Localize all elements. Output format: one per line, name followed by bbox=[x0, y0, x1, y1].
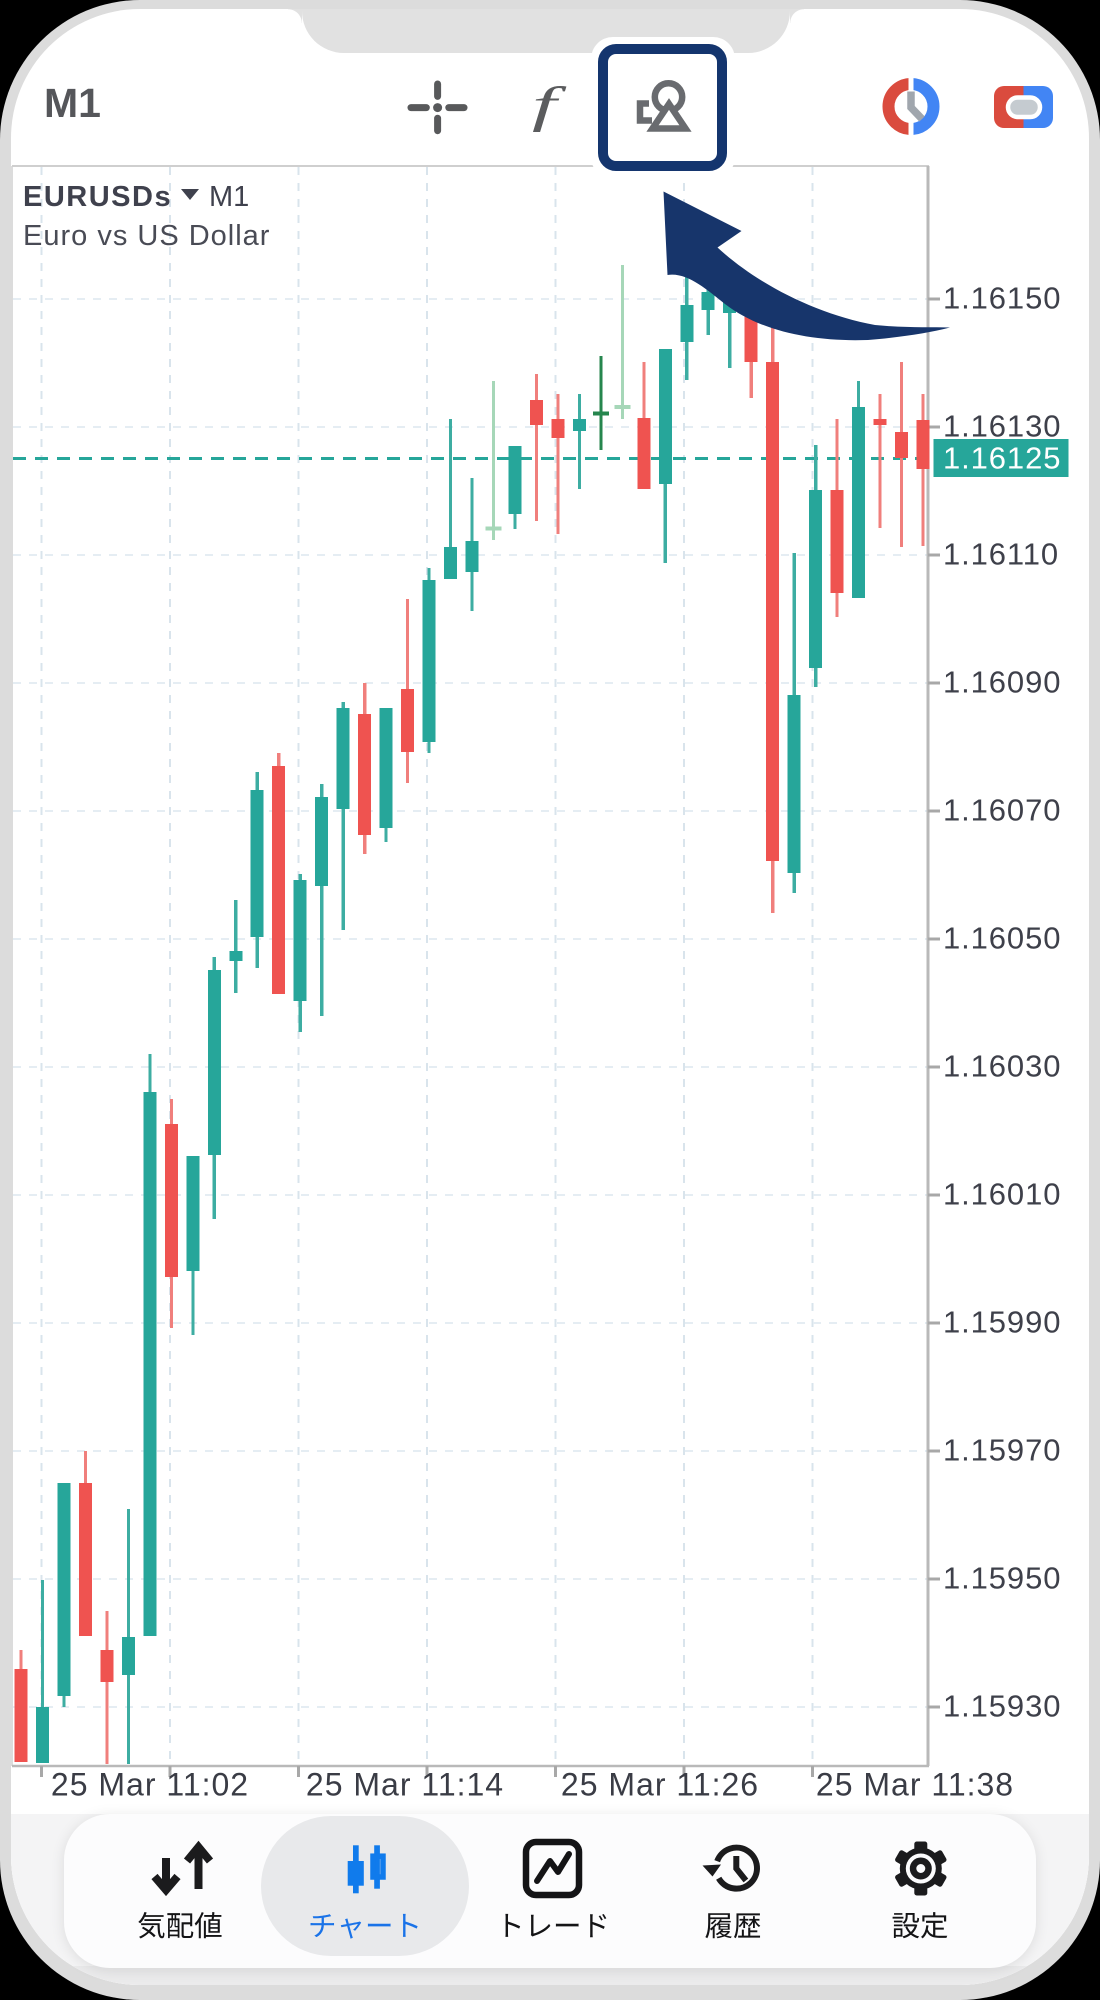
svg-text:1.16070: 1.16070 bbox=[943, 793, 1061, 828]
svg-text:Euro vs US Dollar: Euro vs US Dollar bbox=[23, 220, 270, 252]
svg-text:1.16030: 1.16030 bbox=[943, 1049, 1061, 1084]
svg-text:1.16090: 1.16090 bbox=[943, 665, 1061, 700]
svg-text:25 Mar 11:26: 25 Mar 11:26 bbox=[561, 1767, 759, 1803]
svg-text:EURUSDs: EURUSDs bbox=[23, 181, 172, 213]
svg-text:M1: M1 bbox=[209, 181, 249, 213]
svg-text:1.15990: 1.15990 bbox=[943, 1305, 1061, 1340]
svg-text:25 Mar 11:14: 25 Mar 11:14 bbox=[306, 1767, 504, 1803]
svg-text:M1: M1 bbox=[44, 80, 101, 126]
svg-text:1.16130: 1.16130 bbox=[943, 409, 1061, 444]
svg-text:1.16010: 1.16010 bbox=[943, 1177, 1061, 1212]
svg-text:25 Mar 11:02: 25 Mar 11:02 bbox=[51, 1767, 249, 1803]
svg-text:1.15950: 1.15950 bbox=[943, 1561, 1061, 1596]
svg-text:1.16125: 1.16125 bbox=[943, 441, 1061, 476]
svg-text:1.16110: 1.16110 bbox=[943, 537, 1059, 572]
svg-text:1.16050: 1.16050 bbox=[943, 921, 1061, 956]
svg-text:1.16150: 1.16150 bbox=[943, 281, 1061, 316]
svg-text:1.15930: 1.15930 bbox=[943, 1689, 1061, 1724]
svg-text:1.15970: 1.15970 bbox=[943, 1433, 1061, 1468]
svg-text:25 Mar 11:38: 25 Mar 11:38 bbox=[816, 1767, 1014, 1803]
